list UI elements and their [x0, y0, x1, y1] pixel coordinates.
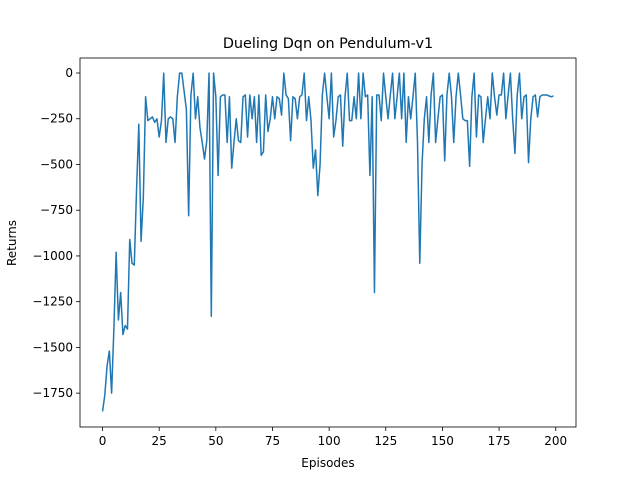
y-tick-label: −1750: [32, 386, 73, 400]
y-tick-label: −1000: [32, 249, 73, 263]
y-tick-label: −1250: [32, 295, 73, 309]
x-axis-label: Episodes: [301, 456, 354, 470]
line-series: [101, 72, 554, 412]
x-tick-label: 200: [544, 434, 567, 448]
x-tick-label: 75: [265, 434, 280, 448]
plot-frame: [79, 57, 577, 428]
x-tick-label: 150: [431, 434, 454, 448]
y-axis-label: Returns: [5, 220, 19, 266]
x-tick-label: 175: [488, 434, 511, 448]
x-tick-label: 100: [318, 434, 341, 448]
y-tick-label: −250: [40, 112, 73, 126]
x-tick-label: 125: [374, 434, 397, 448]
y-tick-label: −1500: [32, 340, 73, 354]
y-tick-label: −750: [40, 203, 73, 217]
x-tick-label: 0: [99, 434, 107, 448]
y-tick-label: 0: [65, 66, 73, 80]
chart-title: Dueling Dqn on Pendulum-v1: [223, 36, 433, 52]
x-tick-label: 50: [208, 434, 223, 448]
y-tick-label: −500: [40, 157, 73, 171]
x-tick-label: 25: [152, 434, 167, 448]
